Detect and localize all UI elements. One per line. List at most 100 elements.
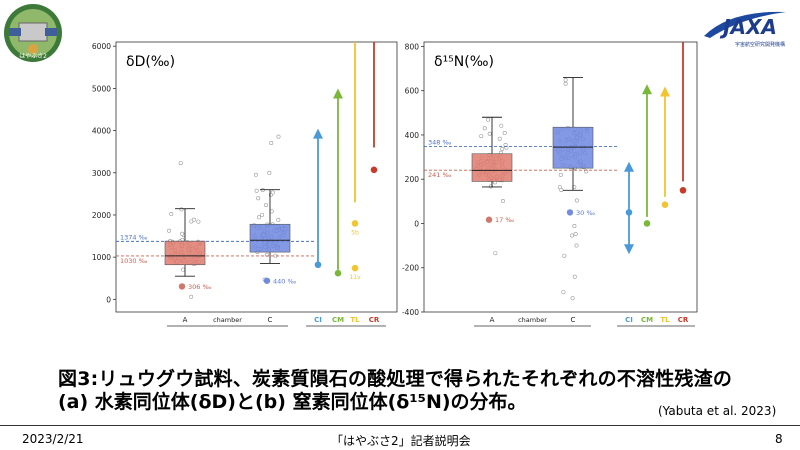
plot-frame [423, 41, 698, 313]
jaxa-logo: JAXA 宇宙航空研究開発機構 [704, 11, 786, 48]
sample-point [256, 196, 261, 201]
sample-point [178, 161, 183, 166]
chondrite-point [334, 269, 342, 277]
chondrite-name-CI: CI [625, 316, 633, 324]
chondrite-name-TL: TL [660, 316, 670, 324]
figure-caption-line2: (a) 水素同位体(δD)と(b) 窒素同位体(δ¹⁵N)の分布。 [58, 391, 527, 413]
chondrite-point [661, 201, 669, 208]
box-C [249, 223, 291, 253]
hayabusa2-logo: はやぶさ2 [4, 4, 62, 62]
logo-text: はやぶさ2 [19, 52, 47, 60]
sample-point [559, 187, 564, 192]
chondrite-arrowhead [624, 244, 634, 255]
chondrite-point [351, 220, 359, 227]
sample-point [189, 219, 194, 224]
sample-point [487, 131, 492, 136]
reference-line-label: 1374 ‰ [120, 233, 148, 241]
sample-point [570, 296, 575, 301]
jaxa-subtext: 宇宙航空研究開発機構 [735, 41, 785, 48]
mean-point [566, 209, 574, 216]
sample-point [263, 203, 268, 208]
sample-point [570, 233, 575, 238]
y-tick-label: 4000 [92, 127, 111, 136]
sample-point [257, 215, 262, 220]
footer-divider [0, 425, 800, 426]
chondrite-arrowhead [624, 161, 634, 172]
sample-point [181, 267, 186, 272]
footer-event-title: 「はやぶさ2」記者説明会 [331, 434, 471, 448]
chondrite-point [625, 209, 633, 216]
y-tick-label: 200 [405, 175, 420, 184]
y-tick-label: 1000 [92, 253, 111, 262]
sample-point [276, 217, 281, 222]
chondrite-point [370, 166, 378, 174]
chondrite-arrowhead [333, 88, 343, 99]
sample-point [563, 78, 568, 83]
sample-point [499, 123, 504, 128]
category-group-label: chamber [518, 316, 547, 324]
category-label: C [571, 316, 576, 324]
reference-line-label: 1030 ‰ [120, 257, 148, 265]
sample-point [180, 231, 185, 236]
chondrites-group-label: Carbonaceous chondrites [615, 329, 698, 330]
mean-point-label: 17 ‰ [495, 216, 514, 224]
sample-point [500, 199, 505, 204]
sample-point [260, 212, 265, 217]
mean-point [263, 277, 271, 284]
category-label: A [490, 316, 495, 324]
sample-point [253, 172, 258, 177]
reference-line-label: 348 ‰ [428, 138, 451, 146]
group-label: Ryugu [217, 329, 237, 330]
sample-point [500, 146, 505, 151]
sample-point [572, 274, 577, 279]
chondrite-name-CM: CM [641, 316, 653, 324]
sample-point [574, 198, 579, 203]
chondrite-arrowhead [313, 128, 323, 139]
chart-title: δD(‰) [126, 54, 175, 70]
sample-point [169, 212, 174, 217]
sample-point [497, 136, 502, 141]
y-tick-label: 5000 [92, 84, 111, 93]
chart-title: δ¹⁵N(‰) [434, 54, 494, 70]
box-A [164, 240, 206, 266]
mean-point [178, 283, 186, 290]
mean-point-label: 30 ‰ [576, 209, 595, 217]
citation: (Yabuta et al. 2023) [658, 404, 777, 418]
chondrite-point [643, 220, 651, 227]
figure-caption-line1: 図3:リュウグウ試料、炭素質隕石の酸処理で得られたそれぞれの不溶性残渣の [58, 368, 733, 390]
sample-point [479, 134, 484, 139]
sample-point [493, 251, 498, 256]
chondrites-group-label: Carbonaceous chondrites [305, 329, 388, 330]
y-tick-label: 600 [405, 87, 420, 96]
category-group-label: chamber [213, 316, 242, 324]
sample-point [502, 131, 507, 136]
chondrite-name-CM: CM [332, 316, 344, 324]
sample-point [196, 219, 201, 224]
chondrite-name-CR: CR [678, 316, 689, 324]
sample-point [179, 207, 184, 212]
chondrite-name-CI: CI [314, 316, 322, 324]
sample-point [270, 190, 275, 195]
sample-point [562, 253, 567, 258]
chart-panel-1: 0 1000 2000 3000 4000 5000 6000 δD(‰) 1374 ‰ 1030… [92, 41, 398, 330]
sample-point [269, 140, 274, 145]
sample-point [267, 170, 272, 175]
sample-point [563, 81, 568, 86]
sample-point [561, 290, 566, 295]
chondrite-arrowhead [642, 84, 652, 95]
mean-point-label: 306 ‰ [188, 283, 211, 291]
sample-point [572, 224, 577, 229]
reference-line-label: 241 ‰ [428, 171, 451, 179]
sample-point [276, 134, 281, 139]
y-tick-label: 6000 [92, 42, 111, 51]
sample-point [574, 243, 579, 248]
chondrite-point [351, 264, 359, 272]
y-tick-label: 2000 [92, 211, 111, 220]
y-tick-label: 0 [106, 295, 111, 304]
box-A [471, 153, 513, 182]
box-C [552, 126, 594, 169]
sample-point [167, 228, 172, 233]
jaxa-logo-text: JAXA [719, 15, 777, 39]
sample-point [269, 209, 274, 214]
